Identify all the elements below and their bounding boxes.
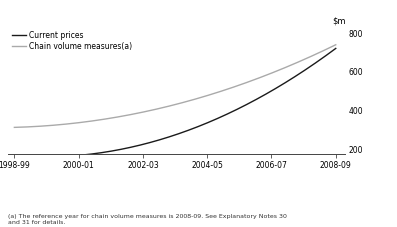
Current prices xyxy=(333,47,338,50)
Current prices xyxy=(210,119,214,122)
Current prices xyxy=(12,155,17,157)
Current prices xyxy=(204,122,209,124)
Chain volume measures(a) xyxy=(202,95,207,98)
Chain volume measures(a) xyxy=(303,57,308,60)
Current prices xyxy=(41,156,46,158)
Current prices xyxy=(203,122,208,125)
Chain volume measures(a) xyxy=(203,95,208,97)
Chain volume measures(a) xyxy=(13,126,18,129)
Legend: Current prices, Chain volume measures(a): Current prices, Chain volume measures(a) xyxy=(9,28,135,54)
Chain volume measures(a) xyxy=(333,43,338,46)
Current prices xyxy=(304,68,309,70)
Current prices xyxy=(284,81,289,83)
Chain volume measures(a) xyxy=(12,126,17,129)
Text: (a) The reference year for chain volume measures is 2008-09. See Explanatory Not: (a) The reference year for chain volume … xyxy=(8,214,287,225)
Text: $m: $m xyxy=(332,17,345,26)
Line: Current prices: Current prices xyxy=(14,48,336,157)
Chain volume measures(a) xyxy=(283,66,287,69)
Line: Chain volume measures(a): Chain volume measures(a) xyxy=(14,45,336,127)
Current prices xyxy=(13,155,18,157)
Chain volume measures(a) xyxy=(209,93,214,96)
